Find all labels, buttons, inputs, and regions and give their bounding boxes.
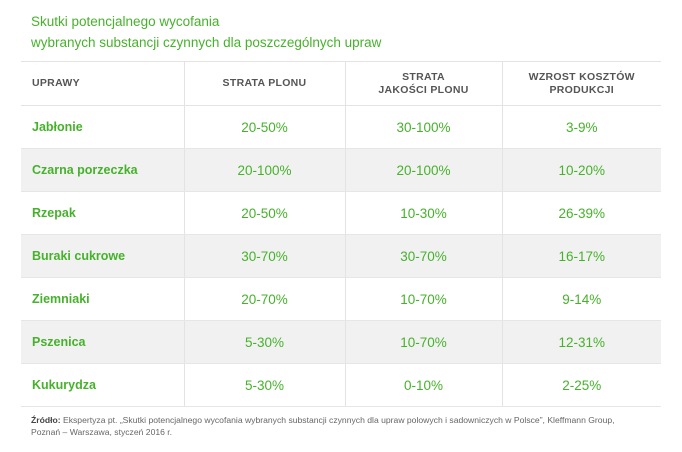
table-header-row: UPRAWY STRATA PLONU STRATA JAKOŚCI PLONU…: [21, 61, 661, 106]
table-row: Kukurydza 5-30% 0-10% 2-25%: [21, 363, 661, 407]
yield-loss-value: 5-30%: [183, 320, 345, 364]
crop-name: Czarna porzeczka: [21, 148, 184, 192]
quality-loss-value: 10-70%: [344, 320, 502, 364]
quality-loss-value: 10-30%: [344, 191, 502, 235]
header-yield-loss: STRATA PLONU: [183, 61, 345, 106]
table-row: Pszenica 5-30% 10-70% 12-31%: [21, 320, 661, 364]
source-text-line2: Poznań – Warszawa, styczeń 2016 r.: [31, 427, 173, 437]
header-quality-loss-line2: JAKOŚCI PLONU: [378, 83, 469, 96]
crop-name: Pszenica: [21, 320, 184, 364]
header-crops: UPRAWY: [21, 61, 184, 106]
source-label: Źródło:: [31, 415, 61, 425]
header-quality-loss: STRATA JAKOŚCI PLONU: [344, 61, 502, 106]
quality-loss-value: 0-10%: [344, 363, 502, 407]
cost-increase-value: 10-20%: [501, 148, 661, 192]
table-row: Ziemniaki 20-70% 10-70% 9-14%: [21, 277, 661, 321]
title-line-2: wybranych substancji czynnych dla poszcz…: [31, 35, 382, 50]
cost-increase-value: 26-39%: [501, 191, 661, 235]
yield-loss-value: 30-70%: [183, 234, 345, 278]
crop-name: Ziemniaki: [21, 277, 184, 321]
header-cost-increase-line2: PRODUKCJI: [549, 83, 615, 96]
table-row: Buraki cukrowe 30-70% 30-70% 16-17%: [21, 234, 661, 278]
impact-table: UPRAWY STRATA PLONU STRATA JAKOŚCI PLONU…: [21, 61, 661, 407]
source-note: Źródło: Ekspertyza pt. „Skutki potencjal…: [31, 414, 661, 438]
crop-name: Jabłonie: [21, 105, 184, 149]
cost-increase-value: 3-9%: [501, 105, 661, 149]
header-cost-increase: WZROST KOSZTÓW PRODUKCJI: [501, 61, 661, 106]
crop-name: Kukurydza: [21, 363, 184, 407]
title-line-1: Skutki potencjalnego wycofania: [31, 14, 220, 29]
quality-loss-value: 30-70%: [344, 234, 502, 278]
yield-loss-value: 20-100%: [183, 148, 345, 192]
yield-loss-value: 20-50%: [183, 105, 345, 149]
cost-increase-value: 2-25%: [501, 363, 661, 407]
quality-loss-value: 30-100%: [344, 105, 502, 149]
table-row: Czarna porzeczka 20-100% 20-100% 10-20%: [21, 148, 661, 192]
yield-loss-value: 5-30%: [183, 363, 345, 407]
quality-loss-value: 10-70%: [344, 277, 502, 321]
crop-name: Rzepak: [21, 191, 184, 235]
header-cost-increase-line1: WZROST KOSZTÓW: [528, 70, 635, 83]
cost-increase-value: 9-14%: [501, 277, 661, 321]
table-row: Rzepak 20-50% 10-30% 26-39%: [21, 191, 661, 235]
source-text-line1: Ekspertyza pt. „Skutki potencjalnego wyc…: [62, 415, 615, 425]
cost-increase-value: 12-31%: [501, 320, 661, 364]
yield-loss-value: 20-50%: [183, 191, 345, 235]
quality-loss-value: 20-100%: [344, 148, 502, 192]
header-quality-loss-line1: STRATA: [402, 70, 445, 83]
cost-increase-value: 16-17%: [501, 234, 661, 278]
chart-title: Skutki potencjalnego wycofania wybranych…: [31, 11, 381, 53]
crop-name: Buraki cukrowe: [21, 234, 184, 278]
table-row: Jabłonie 20-50% 30-100% 3-9%: [21, 105, 661, 149]
yield-loss-value: 20-70%: [183, 277, 345, 321]
